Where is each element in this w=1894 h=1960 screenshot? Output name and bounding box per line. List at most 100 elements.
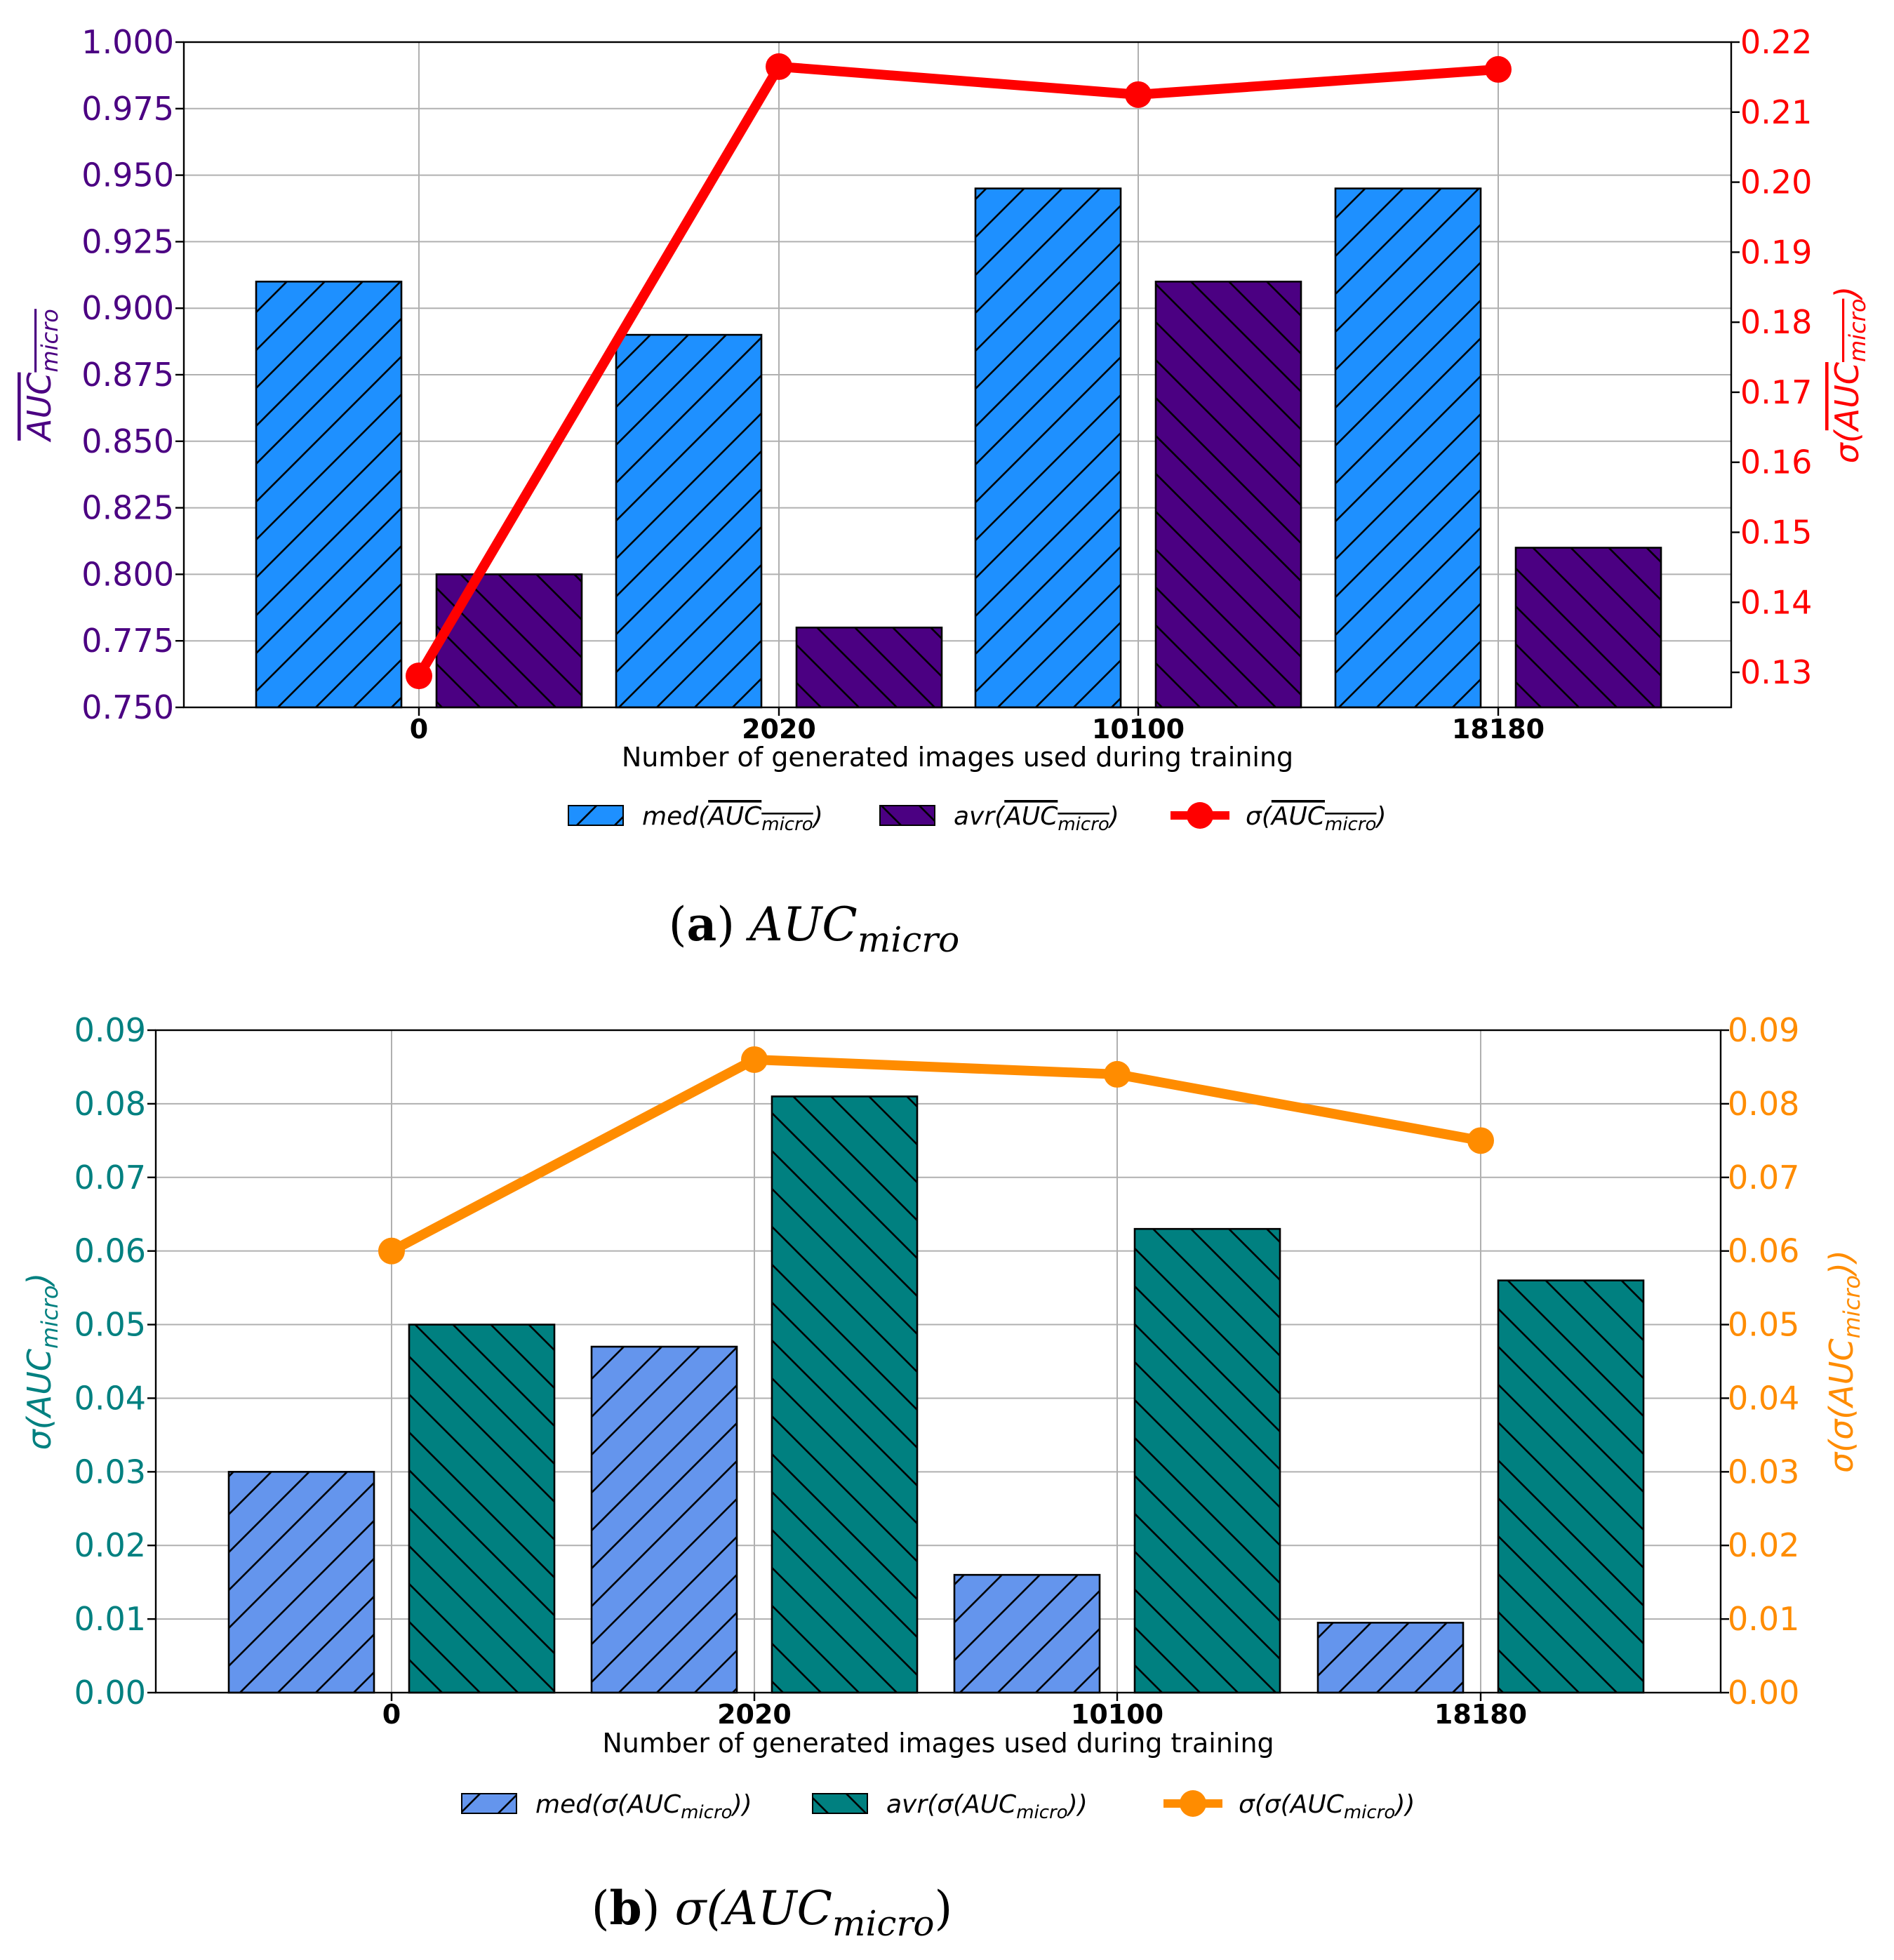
y2-tick-label: 0.06 bbox=[1728, 1232, 1799, 1270]
line-point-10100 bbox=[1104, 1060, 1131, 1088]
legend: med(AUCmicro) avr(AUCmicro) σ(AUCmicro) bbox=[568, 802, 1387, 835]
legend-marker bbox=[1187, 802, 1213, 829]
x-tick-label: 2020 bbox=[717, 1699, 792, 1730]
plot-frame bbox=[154, 1029, 1722, 1694]
bar-hatch bbox=[1497, 1279, 1645, 1694]
line-point-2020 bbox=[741, 1046, 768, 1073]
y-tick-label: 0.05 bbox=[74, 1306, 146, 1344]
y-axis-right: 0.13 0.14 0.15 0.16 0.17 0.18 0.19 0.20 0.21 0.22 bbox=[1731, 23, 1812, 691]
line-point-0 bbox=[406, 662, 432, 690]
legend: med(σ(AUCmicro)) avr(σ(AUCmicro)) σ(σ(AUCm… bbox=[461, 1790, 1415, 1823]
y-tick-label: 0.975 bbox=[81, 90, 174, 128]
x-tick-label: 10100 bbox=[1092, 714, 1185, 745]
y2-tick-label: 0.19 bbox=[1740, 233, 1812, 271]
y2-tick-label: 0.16 bbox=[1740, 444, 1812, 481]
y-tick-label: 1.000 bbox=[81, 23, 174, 61]
legend-swatch-hatch bbox=[879, 805, 935, 826]
bar-hatch bbox=[1316, 1622, 1465, 1694]
y-tick-label: 0.08 bbox=[74, 1085, 146, 1123]
y2-tick-label: 0.14 bbox=[1740, 583, 1812, 621]
line-point-0 bbox=[378, 1237, 405, 1265]
legend-label-med: med(AUCmicro) bbox=[642, 802, 823, 835]
bar-hatch bbox=[1133, 1227, 1281, 1694]
x-axis: 0 2020 10100 18180 Number of generated image… bbox=[382, 1693, 1527, 1759]
chart-panel-a: 0.750 0.775 0.800 0.825 0.850 0.875 0.900 0.925… bbox=[20, 23, 1871, 960]
line-point-10100 bbox=[1125, 81, 1152, 108]
y-axis-left: 0.750 0.775 0.800 0.825 0.850 0.875 0.900 0.925… bbox=[81, 23, 184, 726]
line-path bbox=[414, 61, 1499, 679]
bar-hatch bbox=[590, 1345, 738, 1694]
line-point-2020 bbox=[766, 53, 792, 80]
x-tick-label: 0 bbox=[382, 1699, 401, 1730]
y-tick-label: 0.04 bbox=[74, 1379, 146, 1417]
y2-tick-label: 0.05 bbox=[1728, 1306, 1799, 1344]
series-sigma-line bbox=[406, 53, 1512, 690]
y2-tick-label: 0.04 bbox=[1728, 1379, 1799, 1417]
series-sigma-line bbox=[378, 1046, 1494, 1265]
y2-tick-label: 0.03 bbox=[1728, 1453, 1799, 1491]
y-tick-label: 0.09 bbox=[74, 1011, 146, 1049]
y2-axis-title: σ(AUCmicro) bbox=[1828, 286, 1871, 464]
y-axis-title: AUCmicro bbox=[20, 309, 63, 443]
legend-label-med: med(σ(AUCmicro)) bbox=[535, 1790, 752, 1823]
series-avr-bars bbox=[435, 280, 1662, 709]
y2-tick-label: 0.22 bbox=[1740, 23, 1812, 61]
y-tick-label: 0.950 bbox=[81, 156, 174, 194]
series-avr-bars bbox=[408, 1095, 1645, 1694]
figure-caption: (b) σ(AUCmicro) bbox=[592, 1881, 952, 1944]
y-tick-label: 0.00 bbox=[74, 1674, 146, 1712]
legend-label-sigma: σ(σ(AUCmicro)) bbox=[1239, 1790, 1415, 1823]
y-tick-label: 0.01 bbox=[74, 1600, 146, 1638]
y-tick-label: 0.825 bbox=[81, 489, 174, 527]
bar-hatch bbox=[408, 1324, 556, 1694]
bar-hatch bbox=[1514, 547, 1662, 709]
y2-axis-title: σ(σ(AUCmicro)) bbox=[1822, 1250, 1865, 1473]
y2-tick-label: 0.21 bbox=[1740, 93, 1812, 131]
y2-tick-label: 0.00 bbox=[1728, 1674, 1799, 1712]
legend-label-sigma: σ(AUCmicro) bbox=[1246, 802, 1387, 835]
y-tick-label: 0.875 bbox=[81, 356, 174, 394]
legend-label-avr: avr(σ(AUCmicro)) bbox=[886, 1790, 1088, 1823]
y-tick-label: 0.03 bbox=[74, 1453, 146, 1491]
x-tick-label: 18180 bbox=[1434, 1699, 1527, 1730]
line-point-18180 bbox=[1485, 55, 1512, 83]
y2-tick-label: 0.18 bbox=[1740, 303, 1812, 341]
x-tick-label: 10100 bbox=[1071, 1699, 1163, 1730]
series-med-bars bbox=[255, 187, 1482, 709]
bar-hatch bbox=[974, 187, 1122, 709]
series-med-bars bbox=[227, 1345, 1465, 1694]
y2-tick-label: 0.02 bbox=[1728, 1526, 1799, 1564]
x-tick-label: 0 bbox=[410, 714, 428, 745]
y-tick-label: 0.07 bbox=[74, 1159, 146, 1196]
y-tick-label: 0.06 bbox=[74, 1232, 146, 1270]
y-axis-left: 0.00 0.01 0.02 0.03 0.04 0.05 0.06 0.07 0.08 0.09 bbox=[74, 1011, 156, 1712]
bar-hatch bbox=[1334, 187, 1482, 709]
y-tick-label: 0.900 bbox=[81, 289, 174, 327]
bar-hatch bbox=[1154, 280, 1302, 709]
x-axis-title: Number of generated images used during t… bbox=[602, 1728, 1274, 1759]
y-tick-label: 0.800 bbox=[81, 555, 174, 593]
y2-tick-label: 0.17 bbox=[1740, 373, 1812, 411]
y2-tick-label: 0.13 bbox=[1740, 653, 1812, 691]
legend-swatch-hatch bbox=[812, 1793, 868, 1814]
y-axis-right: 0.00 0.01 0.02 0.03 0.04 0.05 0.06 0.07 0.08 0.09 bbox=[1721, 1011, 1799, 1712]
line-path bbox=[389, 1054, 1482, 1255]
y-tick-label: 0.02 bbox=[74, 1526, 146, 1564]
y-tick-label: 0.775 bbox=[81, 622, 174, 660]
legend-marker bbox=[1180, 1790, 1206, 1817]
bar-hatch bbox=[771, 1095, 919, 1694]
y2-tick-label: 0.20 bbox=[1740, 164, 1812, 201]
bar-hatch bbox=[615, 333, 763, 709]
chart-panel-b: 0.00 0.01 0.02 0.03 0.04 0.05 0.06 0.07 0.08 0.09… bbox=[20, 1011, 1865, 1944]
y-tick-label: 0.925 bbox=[81, 222, 174, 260]
bar-hatch bbox=[795, 626, 943, 709]
y2-tick-label: 0.15 bbox=[1740, 514, 1812, 552]
y2-tick-label: 0.09 bbox=[1728, 1011, 1799, 1049]
bar-hatch bbox=[953, 1573, 1101, 1694]
legend-swatch-hatch bbox=[461, 1793, 517, 1814]
x-tick-label: 2020 bbox=[742, 714, 816, 745]
y2-tick-label: 0.07 bbox=[1728, 1159, 1799, 1196]
y-axis-title: σ(AUCmicro) bbox=[20, 1273, 63, 1451]
x-axis-title: Number of generated images used during t… bbox=[622, 742, 1293, 773]
legend-swatch-hatch bbox=[568, 805, 624, 826]
